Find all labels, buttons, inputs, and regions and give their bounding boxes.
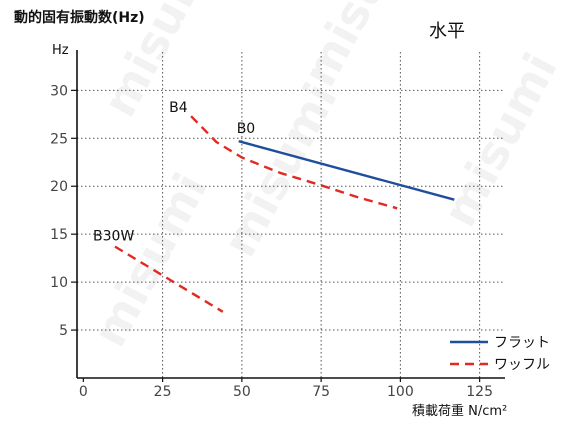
series-labels: B0 B4 B30W xyxy=(93,100,255,244)
series-line-b30w xyxy=(114,245,224,313)
series-label-b30w: B30W xyxy=(93,229,134,245)
series-lines xyxy=(114,115,455,313)
x-tick-label: 75 xyxy=(312,384,330,400)
y-axis-unit: Hz xyxy=(52,43,69,58)
y-tick-labels: 5 10 15 20 25 30 xyxy=(50,83,68,339)
grid xyxy=(77,52,505,378)
x-tick-label: 125 xyxy=(466,384,493,400)
x-tick-label: 100 xyxy=(387,384,414,400)
watermark-text: misumi xyxy=(212,74,348,265)
series-line-b0 xyxy=(238,140,455,201)
series-label-b4: B4 xyxy=(169,100,188,116)
y-axis-title: 動的固有振動数(Hz) xyxy=(14,9,145,26)
series-label-b0: B0 xyxy=(237,121,256,137)
chart-title: 水平 xyxy=(429,21,465,42)
x-axis-title: 積載荷重 N/cm² xyxy=(412,403,507,419)
y-tick-label: 10 xyxy=(50,275,68,291)
x-tick-labels: 0 25 50 75 100 125 xyxy=(79,384,493,400)
legend-label-waffle: ワッフル xyxy=(494,357,550,373)
x-tick-label: 0 xyxy=(79,384,88,400)
y-tick-label: 30 xyxy=(50,83,68,99)
x-tick-label: 25 xyxy=(154,384,172,400)
y-tick-label: 5 xyxy=(59,323,68,339)
x-tick-label: 50 xyxy=(233,384,251,400)
watermark-text: misumi xyxy=(82,164,218,355)
watermark-text: misumi xyxy=(432,44,568,235)
y-tick-label: 20 xyxy=(50,179,68,195)
y-tick-label: 25 xyxy=(50,131,68,147)
y-tick-label: 15 xyxy=(50,227,68,243)
axes xyxy=(71,50,505,382)
watermark: misumimisumimisumimisumimisumi xyxy=(82,0,568,355)
series-line-b4 xyxy=(190,115,398,210)
legend-label-flat: フラット xyxy=(494,335,550,351)
